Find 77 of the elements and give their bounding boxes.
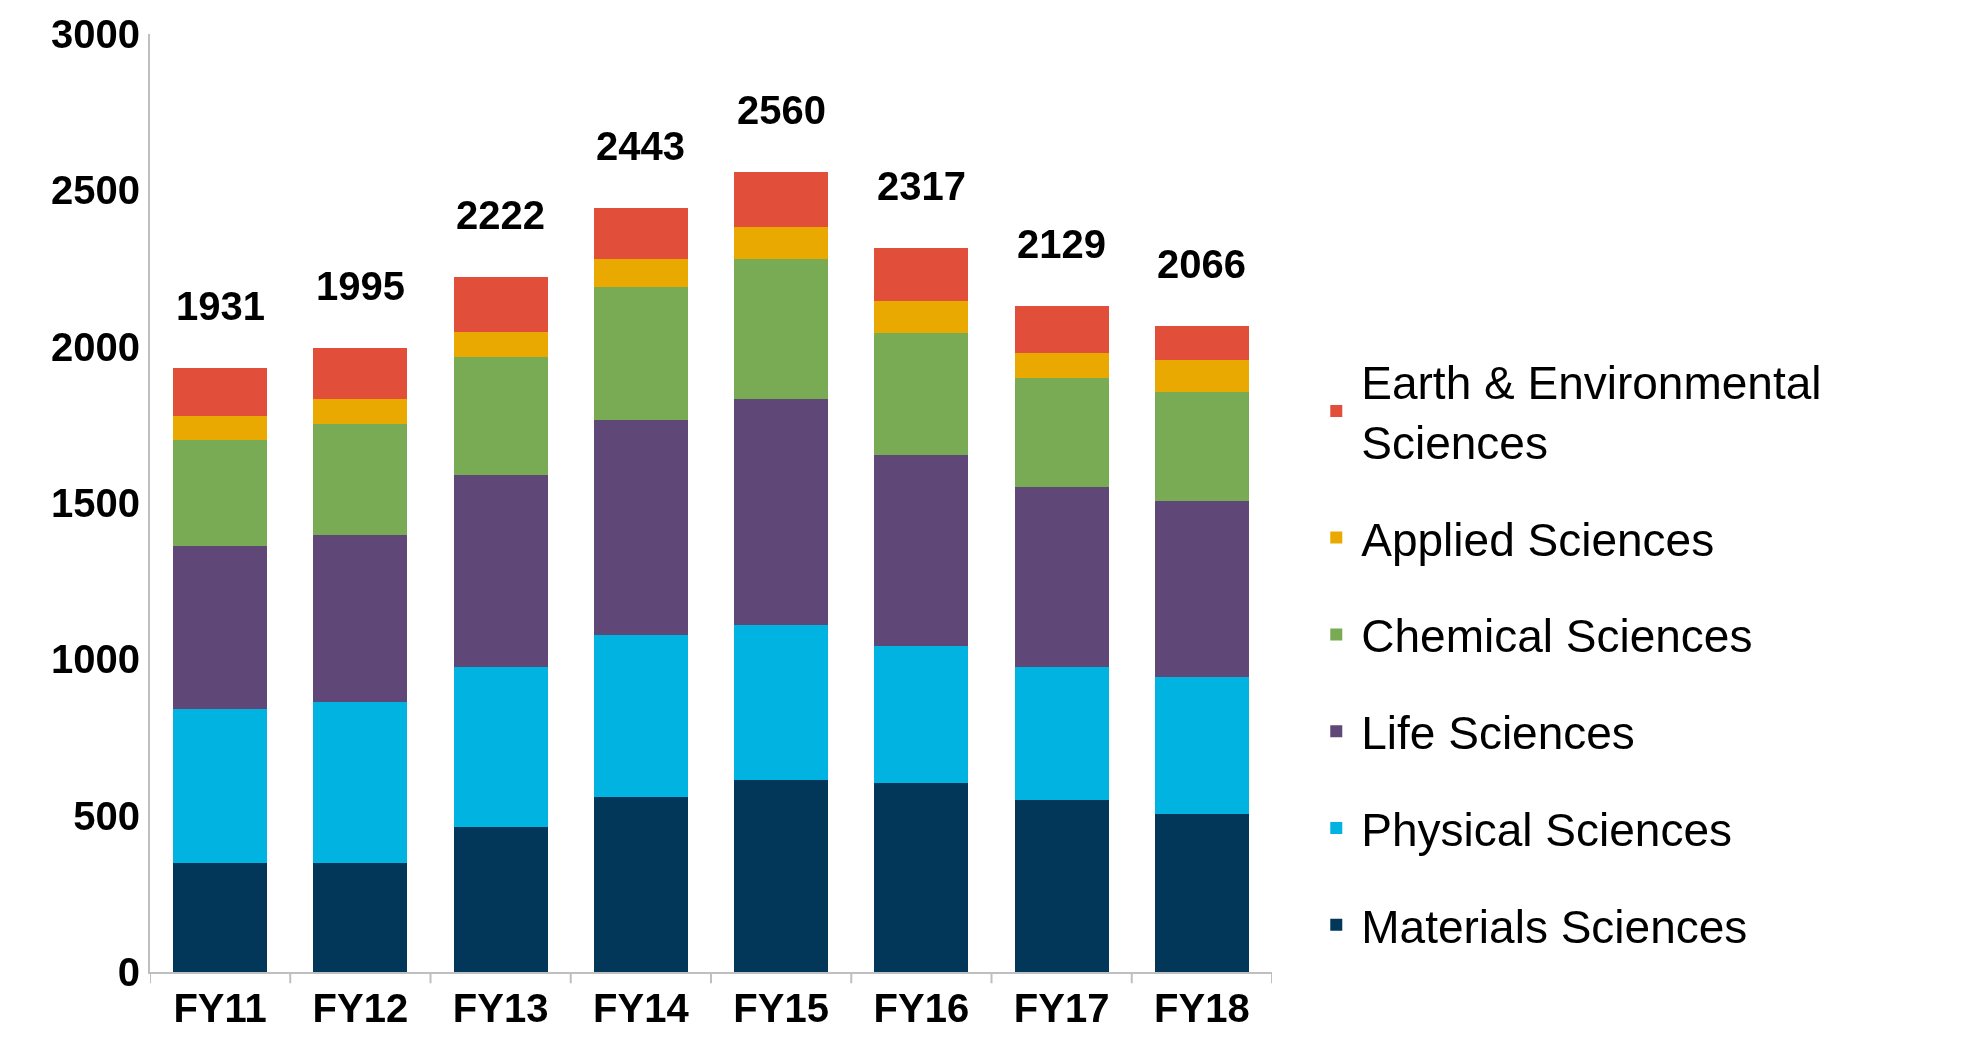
total-label: 1995 xyxy=(316,264,405,308)
bar xyxy=(313,398,408,424)
bar xyxy=(1154,500,1249,678)
y-tick-label: 500 xyxy=(73,793,140,838)
bar xyxy=(734,227,829,260)
bar xyxy=(593,419,688,635)
bar xyxy=(173,368,268,417)
bar xyxy=(313,702,408,863)
bar xyxy=(874,783,969,972)
total-label: 2443 xyxy=(596,124,685,168)
total-label: 2222 xyxy=(456,193,545,237)
y-tick-label: 1500 xyxy=(51,481,140,525)
bar xyxy=(734,399,829,625)
bar xyxy=(173,546,268,709)
bar xyxy=(1014,306,1109,354)
legend-label: Chemical Sciences xyxy=(1361,610,1753,663)
bar xyxy=(453,667,548,827)
bar xyxy=(173,440,268,547)
bar xyxy=(453,332,548,358)
bar xyxy=(173,416,268,441)
x-tick-label: FY15 xyxy=(733,986,829,1030)
bar xyxy=(1014,667,1109,801)
bar xyxy=(593,258,688,288)
y-tick-label: 3000 xyxy=(51,12,140,56)
bar xyxy=(593,634,688,798)
bar xyxy=(1154,360,1249,393)
bar xyxy=(734,624,829,780)
bar xyxy=(313,423,408,535)
bar xyxy=(874,300,969,333)
bar xyxy=(1154,326,1249,361)
bar xyxy=(173,708,268,863)
x-tick-label: FY13 xyxy=(452,986,549,1030)
y-tick-label: 1000 xyxy=(51,637,140,682)
bar xyxy=(734,779,829,972)
bar xyxy=(1154,677,1249,815)
bar xyxy=(453,826,548,972)
x-tick-label: FY12 xyxy=(312,986,409,1030)
legend-label: Applied Sciences xyxy=(1361,513,1715,566)
bar xyxy=(734,259,829,400)
legend-label: Physical Sciences xyxy=(1361,803,1732,856)
bar xyxy=(593,287,688,420)
bar xyxy=(874,455,969,647)
y-tick-label: 0 xyxy=(117,950,140,994)
total-label: 2560 xyxy=(737,88,826,132)
bar xyxy=(453,357,548,476)
x-tick-label: FY14 xyxy=(593,986,690,1030)
bar xyxy=(874,646,969,784)
bar xyxy=(453,475,548,668)
legend-label: Life Sciences xyxy=(1361,707,1635,760)
x-tick-label: FY17 xyxy=(1013,986,1110,1030)
total-label: 2066 xyxy=(1157,242,1246,286)
total-label: 1931 xyxy=(176,284,265,328)
x-tick-label: FY16 xyxy=(873,986,970,1030)
x-tick-label: FY11 xyxy=(173,986,267,1030)
bar xyxy=(1014,800,1109,972)
total-label: 2317 xyxy=(877,164,966,208)
bar xyxy=(1154,814,1249,972)
legend-label: Earth & Environmental Sciences xyxy=(1361,356,1822,469)
total-label: 2129 xyxy=(1017,222,1106,266)
bar xyxy=(313,862,408,972)
bar xyxy=(734,171,829,228)
bar xyxy=(1014,378,1109,487)
y-tick-label: 2000 xyxy=(51,324,140,369)
y-tick-label: 2500 xyxy=(51,168,140,213)
bar xyxy=(453,277,548,333)
bar xyxy=(313,534,408,703)
legend-label: Materials Sciences xyxy=(1361,900,1748,953)
bar xyxy=(874,247,969,301)
bar xyxy=(313,348,408,399)
bar xyxy=(1014,353,1109,379)
bar xyxy=(874,332,969,456)
bar xyxy=(1014,486,1109,668)
bar xyxy=(173,862,268,972)
bar xyxy=(593,797,688,972)
bar xyxy=(593,208,688,259)
bar xyxy=(1154,392,1249,501)
x-tick-label: FY18 xyxy=(1154,986,1250,1030)
